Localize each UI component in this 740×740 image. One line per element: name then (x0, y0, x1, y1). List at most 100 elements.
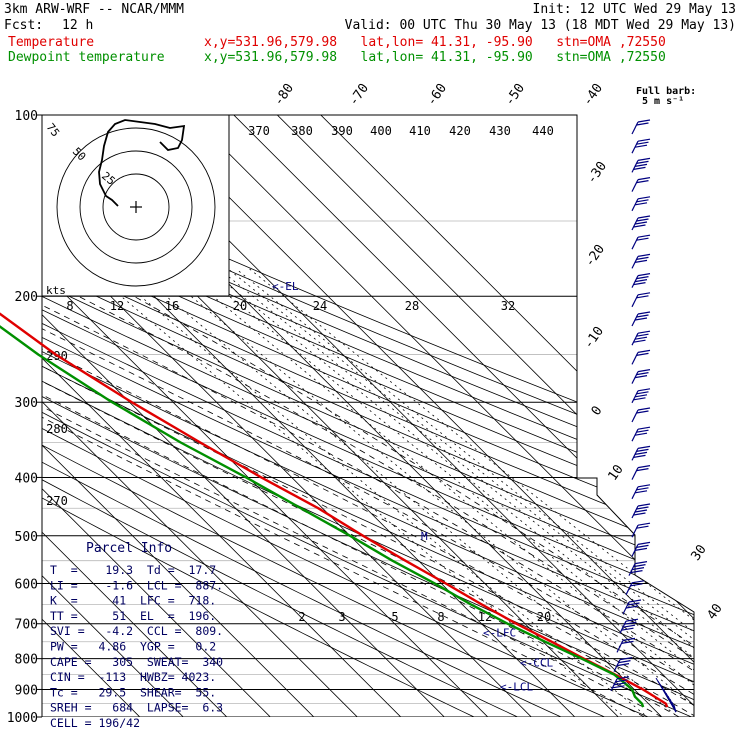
wind-barb (615, 679, 628, 683)
legend-dewpoint: Dewpoint temperature (8, 50, 165, 65)
dry-adiabat (42, 119, 590, 717)
isotherm-label: -40 (580, 81, 606, 109)
wind-barb (637, 177, 651, 181)
wind-barb (634, 432, 648, 436)
isotherm (42, 115, 501, 717)
dry-adiabat (42, 119, 678, 717)
legend-dewpoint-info: x,y=531.96,579.98 lat,lon= 41.31, -95.90… (204, 50, 666, 65)
dry-adiabat (42, 119, 694, 717)
wind-barb (621, 627, 634, 631)
wind-barb (636, 352, 649, 356)
dry-adiabat (42, 119, 634, 717)
parcel-info-row: SVI = -4.2 CCL = 809. (50, 624, 223, 638)
wind-barb (634, 317, 648, 321)
forecast-hour: 12 h (62, 18, 94, 33)
theta-label: 390 (331, 124, 353, 138)
dry-adiabat (42, 119, 694, 717)
mixing-ratio-line (88, 268, 641, 717)
pressure-label: 1000 (7, 711, 38, 726)
isotherm (133, 115, 694, 717)
mixing-ratio-line (195, 268, 694, 717)
wind-barb (634, 221, 648, 225)
parcel-info-row: SREH = 684 LAPSE= 6.3 (50, 701, 223, 715)
wind-barb (637, 484, 651, 488)
level-marker: <-LFC (483, 626, 516, 639)
wind-barb (636, 487, 649, 491)
temperature-profile (0, 312, 669, 708)
isotherm (42, 115, 240, 717)
dry-adiabat (42, 119, 694, 717)
mixing-ratio-label: 24 (313, 299, 327, 313)
dry-adiabat (42, 119, 694, 717)
wind-barb (634, 202, 648, 206)
wind-barb (636, 333, 649, 337)
parcel-info-row: CAPE = 305 SWEAT= 340 (50, 655, 223, 669)
wind-barb (636, 468, 649, 472)
parcel-info-row: PW = 4.86 YGP = 0.2 (50, 640, 216, 654)
wind-barb (628, 599, 642, 603)
wind-barb (634, 394, 648, 398)
legend-temperature-info: x,y=531.96,579.98 lat,lon= 41.31, -95.90… (204, 35, 666, 50)
level-marker: M (421, 530, 428, 543)
parcel-info-title: Parcel Info (86, 541, 172, 556)
level-marker: <-CCL (520, 657, 553, 670)
dry-adiabat (42, 119, 694, 717)
isotherm-label: 10 (605, 462, 626, 483)
wind-barb (633, 397, 646, 401)
wind-barb (622, 624, 636, 628)
mixing-ratio-label: 5 (391, 610, 398, 624)
wind-barb (631, 409, 639, 423)
barb-legend-units: 5 m s⁻¹ (642, 96, 684, 107)
hodograph-ring (79, 150, 193, 264)
moist-adiabat (42, 295, 645, 717)
pressure-label: 800 (15, 653, 38, 668)
wind-barb (624, 621, 637, 625)
wind-barb (636, 448, 649, 452)
isotherm-label: 0 (589, 403, 606, 418)
mixing-ratio-label: 32 (501, 299, 515, 313)
wind-barb (633, 512, 646, 516)
moist-adiabat (133, 295, 694, 717)
moist-adiabat (42, 295, 694, 717)
wind-barb (637, 215, 651, 219)
wind-barb (636, 525, 649, 529)
wind-barb (636, 141, 649, 145)
wind-barb (633, 454, 646, 458)
theta-label: 410 (409, 124, 431, 138)
dry-adiabat (42, 119, 694, 717)
wind-barb (636, 256, 649, 260)
dry-adiabat (42, 119, 694, 717)
theta-label: 400 (370, 124, 392, 138)
wind-barb (621, 640, 634, 644)
wind-barb (637, 465, 651, 469)
mixing-ratio-label: 20 (233, 299, 247, 313)
wind-barb (636, 160, 649, 164)
dry-adiabat (42, 119, 694, 717)
wind-barb (636, 506, 649, 510)
wind-barb (625, 618, 639, 622)
dry-adiabat (42, 119, 694, 717)
wind-barb (634, 451, 648, 455)
parcel-info-row: Tc = 29.5 SHEAR= 55. (50, 685, 216, 699)
wind-barb (637, 196, 651, 200)
wind-barb (637, 349, 651, 353)
theta-label: 440 (532, 124, 554, 138)
isotherm-label: -50 (502, 81, 528, 109)
isotherm (42, 115, 371, 717)
parcel-info-row: CELL = 196/42 (50, 716, 140, 730)
theta-label: 270 (46, 494, 68, 508)
wind-barb (627, 602, 640, 606)
wind-barb (618, 660, 631, 664)
wind-barb (630, 570, 643, 574)
wind-barb (673, 704, 677, 713)
mixing-ratio-line (218, 268, 694, 717)
wind-barb (634, 144, 648, 148)
level-marker: <-LCL (500, 681, 533, 694)
wind-barb (636, 199, 649, 203)
theta-label: 370 (248, 124, 270, 138)
wind-barb (637, 445, 651, 449)
isotherm (42, 115, 284, 717)
mixing-ratio-label: 8 (437, 610, 444, 624)
wind-barb (637, 273, 651, 277)
wind-barb (633, 282, 646, 286)
